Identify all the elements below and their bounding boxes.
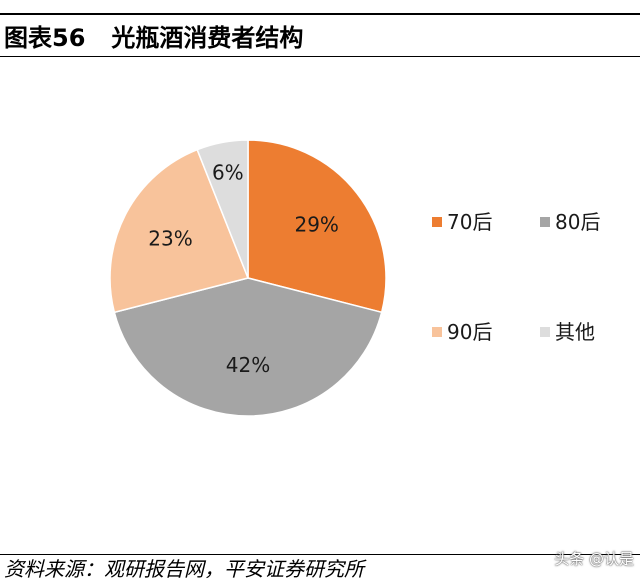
data-label-2: 23%	[148, 227, 192, 251]
pie-slice-2	[109, 148, 250, 314]
data-label-1: 42%	[226, 353, 270, 377]
figure-label: 图表56	[4, 24, 86, 52]
legend-label-2: 90后	[447, 320, 492, 344]
data-label-0: 29%	[294, 213, 338, 237]
legend-swatch-3	[540, 327, 550, 337]
chart-title: 光瓶酒消费者结构	[111, 24, 304, 52]
title-rule	[0, 56, 640, 57]
bottom-rule	[0, 554, 640, 555]
watermark: 头条 @认是	[554, 550, 634, 568]
pie-slice-1	[113, 277, 383, 417]
legend-swatch-1	[540, 217, 550, 227]
pie-chart: 29% 42% 23% 6% 70后 80后 90后 其他	[109, 139, 600, 417]
pie-slice-0	[247, 139, 387, 314]
top-rule	[0, 13, 640, 15]
legend-swatch-0	[432, 217, 442, 227]
legend-label-3: 其他	[555, 320, 595, 344]
data-label-3: 6%	[212, 160, 244, 184]
figure-title: 图表56 光瓶酒消费者结构	[4, 20, 303, 56]
source-note: 资料来源：观研报告网，平安证券研究所	[4, 557, 364, 581]
pie-slice-3	[196, 139, 249, 279]
legend-label-0: 70后	[447, 210, 492, 234]
legend-swatch-2	[432, 327, 442, 337]
legend-label-1: 80后	[555, 210, 600, 234]
